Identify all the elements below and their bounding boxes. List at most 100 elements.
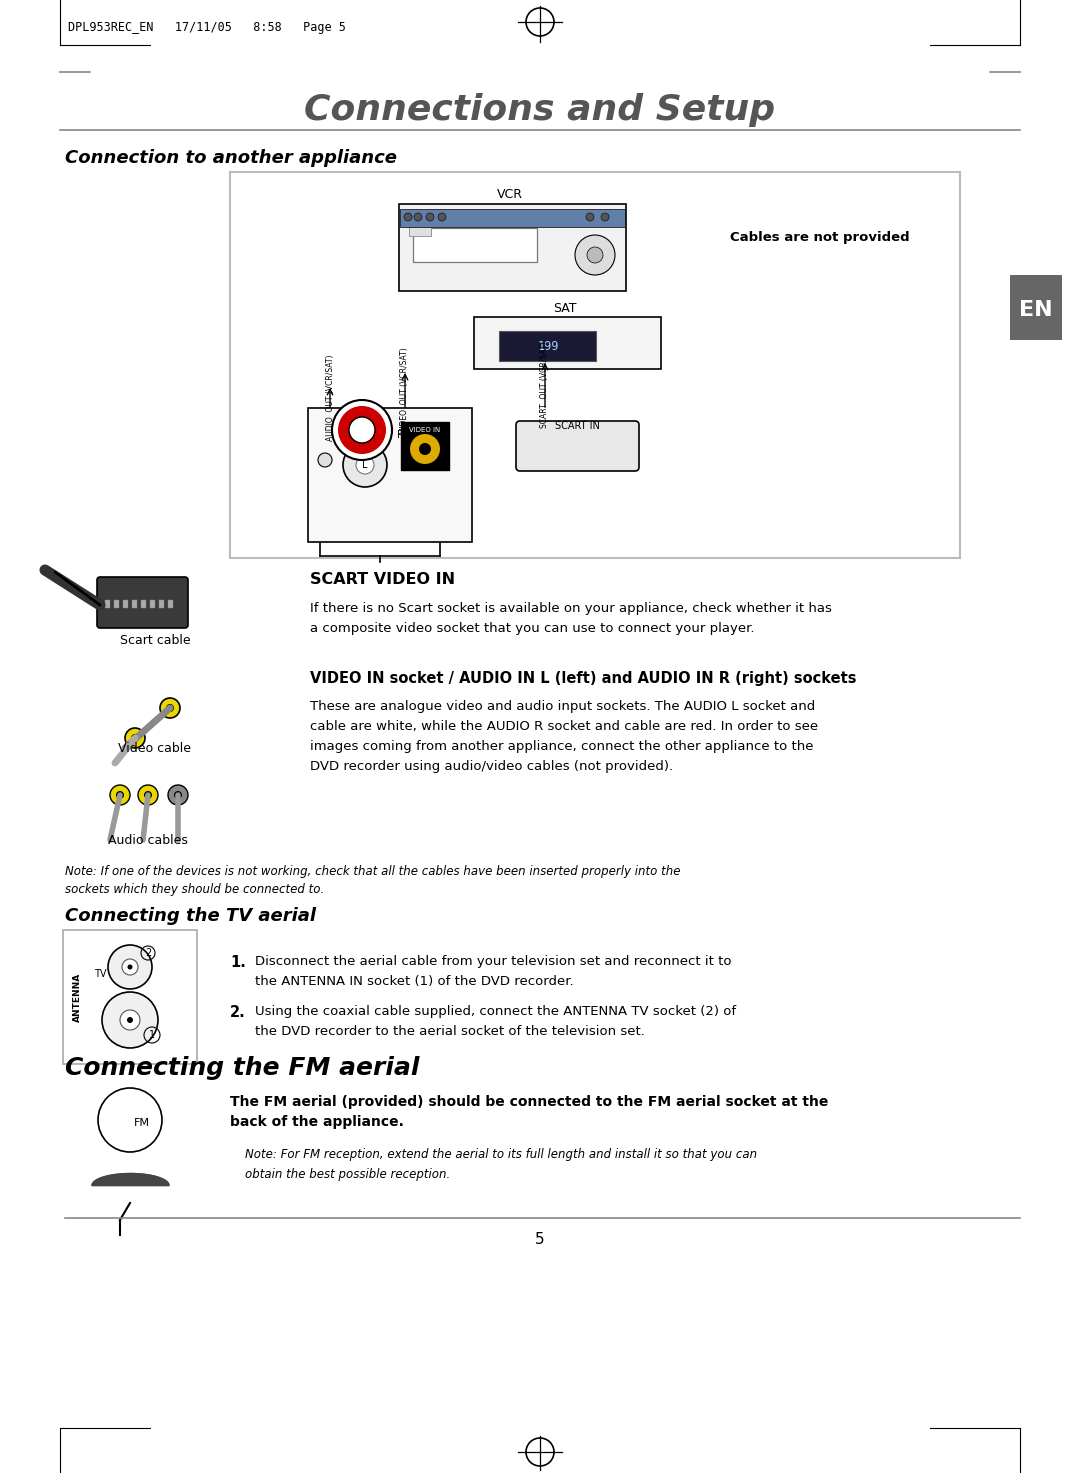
Circle shape [122,959,138,975]
FancyBboxPatch shape [230,172,960,558]
Circle shape [575,236,615,275]
Text: DPL953REC_EN   17/11/05   8:58   Page 5: DPL953REC_EN 17/11/05 8:58 Page 5 [68,22,346,34]
Bar [168,600,173,608]
Text: cable are white, while the AUDIO R socket and cable are red. In order to see: cable are white, while the AUDIO R socke… [310,720,819,734]
Circle shape [127,1016,133,1024]
Circle shape [404,214,411,221]
FancyBboxPatch shape [1010,275,1062,340]
Circle shape [356,457,374,474]
Text: sockets which they should be connected to.: sockets which they should be connected t… [65,882,324,896]
FancyBboxPatch shape [409,222,431,236]
Bar [123,600,129,608]
Circle shape [116,791,124,798]
Circle shape [120,1010,140,1030]
Text: a composite video socket that you can use to connect your player.: a composite video socket that you can us… [310,622,755,635]
Circle shape [174,791,183,798]
Circle shape [160,698,180,717]
Circle shape [98,1089,162,1152]
Text: Note: If one of the devices is not working, check that all the cables have been : Note: If one of the devices is not worki… [65,865,680,878]
Circle shape [419,443,431,455]
Text: SAT: SAT [553,302,577,315]
Bar [114,600,119,608]
Text: DVD recorder using audio/video cables (not provided).: DVD recorder using audio/video cables (n… [310,760,673,773]
Text: ANTENNA: ANTENNA [72,972,81,1022]
Bar [132,600,137,608]
Text: Connecting the TV aerial: Connecting the TV aerial [65,907,316,925]
FancyBboxPatch shape [63,929,197,1064]
Text: TV: TV [94,969,106,980]
Circle shape [600,214,609,221]
Circle shape [332,401,392,460]
Text: 2: 2 [145,949,151,957]
Bar [141,600,146,608]
Circle shape [110,785,130,806]
Text: AUDIO  OUT (VCR/SAT): AUDIO OUT (VCR/SAT) [325,355,335,442]
Text: images coming from another appliance, connect the other appliance to the: images coming from another appliance, co… [310,739,813,753]
Circle shape [144,791,152,798]
Circle shape [410,435,440,464]
FancyBboxPatch shape [400,209,625,227]
Text: EN: EN [1020,300,1053,320]
Text: R: R [396,430,404,440]
Text: Scart cable: Scart cable [120,633,190,647]
Bar [105,600,110,608]
Circle shape [349,417,375,443]
Bar [150,600,156,608]
Circle shape [127,965,133,969]
Text: VIDEO  OUT (VCR/SAT): VIDEO OUT (VCR/SAT) [401,348,409,433]
Circle shape [438,214,446,221]
Text: Video cable: Video cable [119,741,191,754]
Text: Note: For FM reception, extend the aerial to its full length and install it so t: Note: For FM reception, extend the aeria… [245,1147,757,1161]
Circle shape [318,454,332,467]
Text: These are analogue video and audio input sockets. The AUDIO L socket and: These are analogue video and audio input… [310,700,815,713]
Text: SCART IN: SCART IN [554,421,599,432]
Text: Connections and Setup: Connections and Setup [305,93,775,127]
FancyBboxPatch shape [516,421,639,471]
Circle shape [586,214,594,221]
Text: Cables are not provided: Cables are not provided [730,231,909,245]
Text: the DVD recorder to the aerial socket of the television set.: the DVD recorder to the aerial socket of… [255,1025,645,1038]
Text: obtain the best possible reception.: obtain the best possible reception. [245,1168,450,1181]
Text: 2.: 2. [230,1005,246,1019]
FancyBboxPatch shape [308,408,472,542]
Text: 1: 1 [149,1030,156,1040]
FancyBboxPatch shape [474,317,661,370]
Circle shape [343,443,387,488]
Circle shape [131,734,139,742]
Text: Audio cables: Audio cables [108,834,188,847]
Circle shape [138,785,158,806]
Circle shape [108,946,152,988]
Circle shape [102,991,158,1047]
Circle shape [426,214,434,221]
FancyBboxPatch shape [499,331,596,361]
Circle shape [338,407,386,454]
Circle shape [588,247,603,264]
Text: FM: FM [134,1118,150,1128]
Text: the ANTENNA IN socket (1) of the DVD recorder.: the ANTENNA IN socket (1) of the DVD rec… [255,975,573,988]
Text: Disconnect the aerial cable from your television set and reconnect it to: Disconnect the aerial cable from your te… [255,955,731,968]
Text: SCART VIDEO IN: SCART VIDEO IN [310,573,455,588]
Text: Connecting the FM aerial: Connecting the FM aerial [65,1056,419,1080]
FancyBboxPatch shape [401,421,449,470]
Text: 199: 199 [538,339,558,352]
FancyBboxPatch shape [413,228,537,262]
Text: VIDEO IN: VIDEO IN [409,427,441,433]
Text: The FM aerial (provided) should be connected to the FM aerial socket at the: The FM aerial (provided) should be conne… [230,1094,828,1109]
Text: Connection to another appliance: Connection to another appliance [65,149,397,166]
Text: L: L [362,460,368,470]
Circle shape [125,728,145,748]
Text: 1.: 1. [230,955,246,971]
Bar [159,600,164,608]
FancyBboxPatch shape [97,577,188,627]
Circle shape [168,785,188,806]
Text: VCR: VCR [497,189,523,202]
Text: Using the coaxial cable supplied, connect the ANTENNA TV socket (2) of: Using the coaxial cable supplied, connec… [255,1005,737,1018]
FancyBboxPatch shape [399,203,626,292]
Circle shape [414,214,422,221]
Text: If there is no Scart socket is available on your appliance, check whether it has: If there is no Scart socket is available… [310,602,832,616]
Text: 5: 5 [536,1233,544,1248]
Circle shape [166,704,174,711]
Text: VIDEO IN socket / AUDIO IN L (left) and AUDIO IN R (right) sockets: VIDEO IN socket / AUDIO IN L (left) and … [310,670,856,685]
Text: SCART  OUT (VCR/SAT): SCART OUT (VCR/SAT) [540,342,550,429]
Text: back of the appliance.: back of the appliance. [230,1115,404,1128]
